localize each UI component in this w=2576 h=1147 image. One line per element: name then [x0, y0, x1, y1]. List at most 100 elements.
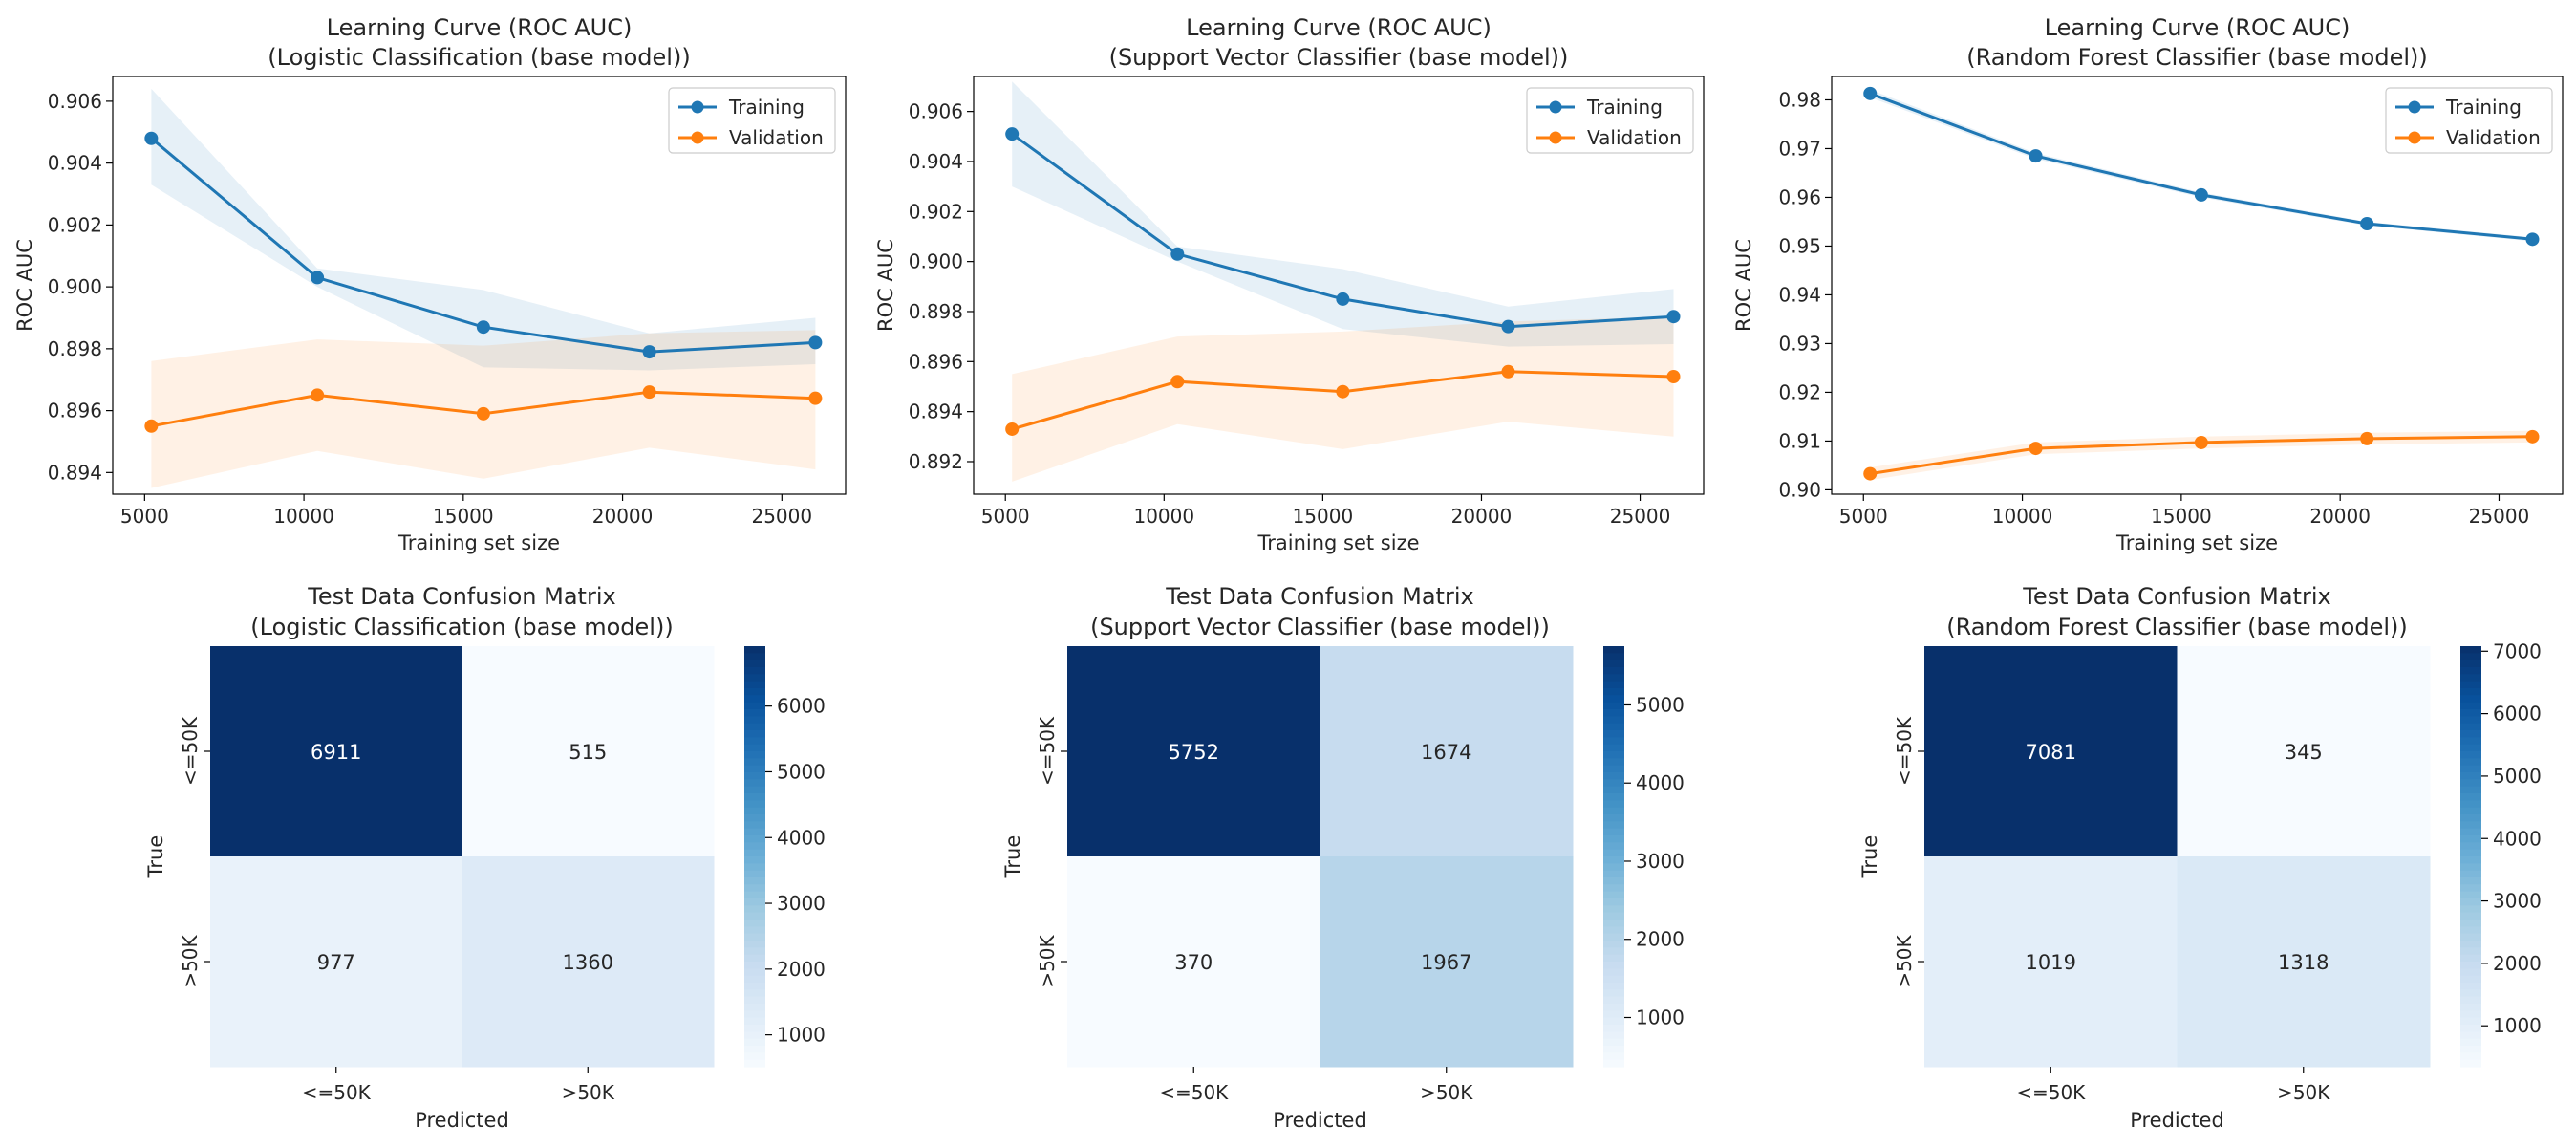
x-tick-label: <=50K: [1159, 1081, 1229, 1104]
colorbar-segment: [2460, 716, 2481, 725]
y-tick-label: 0.96: [1778, 185, 1821, 208]
y-tick-label: <=50K: [179, 716, 202, 786]
legend-label-training: Training: [1586, 96, 1663, 119]
cell-value: 515: [569, 741, 607, 764]
confusion-matrix-panel-2: Test Data Confusion Matrix (Support Vecto…: [1001, 583, 1685, 1132]
x-tick-label: 10000: [273, 505, 334, 528]
x-tick-label: 15000: [2151, 505, 2212, 528]
colorbar-segment: [1603, 1052, 1624, 1061]
x-tick-label: 5000: [981, 505, 1030, 528]
matrix-title: Test Data Confusion Matrix: [1165, 583, 1473, 610]
x-tick-label: 20000: [1451, 505, 1513, 528]
x-tick-label: >50K: [1420, 1081, 1473, 1104]
matrix-cell: [210, 856, 462, 1068]
colorbar-segment: [744, 737, 765, 746]
x-tick-label: 15000: [1293, 505, 1354, 528]
colorbar-segment: [1603, 674, 1624, 682]
colorbar-segment: [1603, 933, 1624, 941]
axes-frame: [973, 76, 1705, 495]
colorbar-tick-label: 3000: [777, 892, 826, 915]
colorbar-segment: [2460, 744, 2481, 752]
colorbar-tick-label: 4000: [2493, 827, 2542, 850]
y-tick-label: 0.94: [1778, 283, 1821, 306]
chart-title: Learning Curve (ROC AUC): [2045, 14, 2351, 41]
colorbar-tick-label: 4000: [1636, 771, 1685, 794]
legend: Training Validation: [1526, 87, 1694, 154]
colorbar-segment: [2460, 1038, 2481, 1047]
colorbar-segment: [2460, 962, 2481, 969]
colorbar-segment: [744, 716, 765, 725]
colorbar-segment: [744, 1059, 765, 1068]
colorbar-segment: [744, 793, 765, 801]
cell-value: 345: [2285, 741, 2323, 764]
colorbar-segment: [2460, 996, 2481, 1005]
colorbar-segment: [744, 730, 765, 738]
colorbar-segment: [744, 723, 765, 731]
confusion-matrix-panel-1: Test Data Confusion Matrix (Logistic Clas…: [144, 583, 826, 1132]
x-tick-label: 15000: [433, 505, 494, 528]
colorbar-tick-label: 1000: [2493, 1014, 2542, 1037]
cell-value: 370: [1174, 951, 1213, 974]
colorbar-segment: [1603, 835, 1624, 843]
y-tick-label: 0.906: [48, 90, 102, 113]
colorbar-segment: [2460, 814, 2481, 822]
colorbar-segment: [1603, 828, 1624, 836]
colorbar-segment: [744, 674, 765, 682]
matrix-cell: [1320, 646, 1574, 857]
colorbar-segment: [2460, 730, 2481, 738]
y-axis-label: ROC AUC: [874, 239, 897, 332]
chart-title: Learning Curve (ROC AUC): [1186, 14, 1492, 41]
colorbar-tick-label: 2000: [1636, 928, 1685, 951]
colorbar-segment: [1603, 1025, 1624, 1032]
y-tick-label: 0.91: [1778, 429, 1821, 452]
x-tick-label: 10000: [1992, 505, 2053, 528]
cell-value: 1360: [563, 951, 613, 974]
legend-marker-validation: [1549, 131, 1562, 144]
y-tick-label: 0.906: [909, 100, 963, 123]
matrix-subtitle: (Support Vector Classifier (base model)): [1090, 614, 1550, 640]
colorbar-segment: [1603, 856, 1624, 864]
y-tick-label: 0.898: [48, 337, 102, 360]
point-training: [808, 335, 823, 350]
colorbar-segment: [2460, 933, 2481, 941]
colorbar-segment: [1603, 842, 1624, 851]
colorbar-segment: [1603, 793, 1624, 801]
colorbar-segment: [1603, 779, 1624, 788]
colorbar-segment: [744, 786, 765, 794]
confusion-matrix-panel-3: Test Data Confusion Matrix (Random Forest…: [1858, 583, 2542, 1132]
x-tick-label: <=50K: [302, 1081, 372, 1104]
x-tick-label: 20000: [2309, 505, 2371, 528]
point-validation: [1005, 422, 1020, 436]
colorbar-segment: [744, 870, 765, 878]
colorbar-segment: [1603, 730, 1624, 738]
colorbar-segment: [2460, 989, 2481, 998]
x-axis-label: Training set size: [1256, 531, 1419, 554]
colorbar-segment: [2460, 765, 2481, 773]
colorbar-segment: [2460, 968, 2481, 977]
matrix-cell: [2177, 646, 2431, 857]
y-axis-label: ROC AUC: [1732, 239, 1755, 332]
learning-curve-panel-2: Learning Curve (ROC AUC) (Support Vector …: [874, 14, 1705, 554]
colorbar-tick-label: 6000: [2493, 703, 2542, 725]
colorbar: 1000 2000 3000 4000 5000: [1603, 646, 1685, 1068]
point-validation: [476, 406, 490, 421]
colorbar-tick-label: 4000: [777, 826, 826, 849]
y-tick-label: 0.902: [48, 213, 102, 236]
colorbar-segment: [1603, 947, 1624, 956]
colorbar-segment: [744, 1010, 765, 1019]
colorbar-segment: [1603, 1004, 1624, 1011]
cell-value: 977: [317, 951, 355, 974]
colorbar-segment: [2460, 870, 2481, 878]
colorbar-segment: [1603, 891, 1624, 899]
colorbar-segment: [744, 807, 765, 815]
colorbar-segment: [1603, 905, 1624, 914]
matrix-cell: [2177, 856, 2431, 1068]
band-validation: [1012, 316, 1674, 482]
colorbar-segment: [1603, 941, 1624, 948]
colorbar-segment: [1603, 870, 1624, 878]
chart-subtitle: (Random Forest Classifier (base model)): [1966, 44, 2427, 71]
x-axis-label: Predicted: [2130, 1109, 2224, 1132]
legend-marker-validation: [691, 131, 704, 144]
colorbar-tick-label: 2000: [777, 958, 826, 981]
chart-subtitle: (Support Vector Classifier (base model)): [1109, 44, 1569, 71]
